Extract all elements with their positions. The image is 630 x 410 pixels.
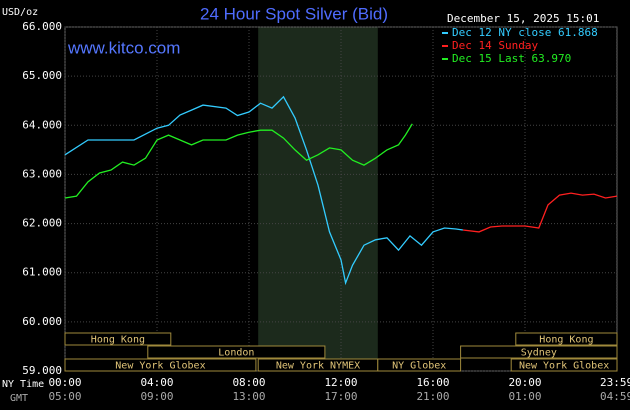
x2-tick-label: 17:00 <box>324 390 357 403</box>
x-tick-label: 16:00 <box>416 376 449 389</box>
x-tick-label: 08:00 <box>232 376 265 389</box>
x-tick-label: 12:00 <box>324 376 357 389</box>
session-box <box>515 332 618 346</box>
session-label: New York Globex <box>519 361 609 372</box>
x2-tick-label: 09:00 <box>140 390 173 403</box>
y-tick-label: 59.000 <box>22 364 62 377</box>
legend-label: Dec 15 Last 63.970 <box>452 52 571 65</box>
legend-label: Dec 14 Sunday <box>452 39 538 52</box>
y-tick-label: 65.000 <box>22 69 62 82</box>
session-label: New York Globex <box>115 361 205 372</box>
session-label: Sydney <box>521 348 557 359</box>
x-row-label: NY Time <box>2 379 44 390</box>
session-label: NY Globex <box>392 361 446 372</box>
y-tick-label: 63.000 <box>22 167 62 180</box>
x-tick-label: 00:00 <box>48 376 81 389</box>
x-tick-label: 04:00 <box>140 376 173 389</box>
shaded-session <box>258 27 378 371</box>
y-tick-label: 66.000 <box>22 20 62 33</box>
x2-tick-label: 05:00 <box>48 390 81 403</box>
y-tick-label: 60.000 <box>22 315 62 328</box>
session-box <box>460 345 618 359</box>
session-box <box>377 358 462 372</box>
session-box <box>64 332 172 346</box>
series-line <box>64 123 413 199</box>
x2-row-label: GMT <box>10 393 28 404</box>
session-label: New York NYMEX <box>276 361 360 372</box>
series-line <box>64 95 463 286</box>
x-tick-label: 20:00 <box>508 376 541 389</box>
timestamp: December 15, 2025 15:01 <box>447 12 599 25</box>
session-label: Hong Kong <box>91 335 145 346</box>
x-tick-label: 23:59 <box>600 376 630 389</box>
series-line <box>462 192 618 233</box>
y-axis-label: USD/oz <box>2 7 38 18</box>
x2-tick-label: 21:00 <box>416 390 449 403</box>
x2-tick-label: 13:00 <box>232 390 265 403</box>
session-box <box>147 345 326 359</box>
x2-tick-label: 04:59 <box>600 390 630 403</box>
session-box <box>64 358 257 372</box>
x2-tick-label: 01:00 <box>508 390 541 403</box>
session-label: Hong Kong <box>539 335 593 346</box>
y-tick-label: 62.000 <box>22 217 62 230</box>
session-box <box>510 358 618 372</box>
site-label: www.kitco.com <box>67 38 180 57</box>
y-tick-label: 64.000 <box>22 118 62 131</box>
y-tick-label: 61.000 <box>22 266 62 279</box>
chart-title: 24 Hour Spot Silver (Bid) <box>200 4 388 23</box>
session-label: London <box>218 348 254 359</box>
legend-label: Dec 12 NY close 61.868 <box>452 26 598 39</box>
